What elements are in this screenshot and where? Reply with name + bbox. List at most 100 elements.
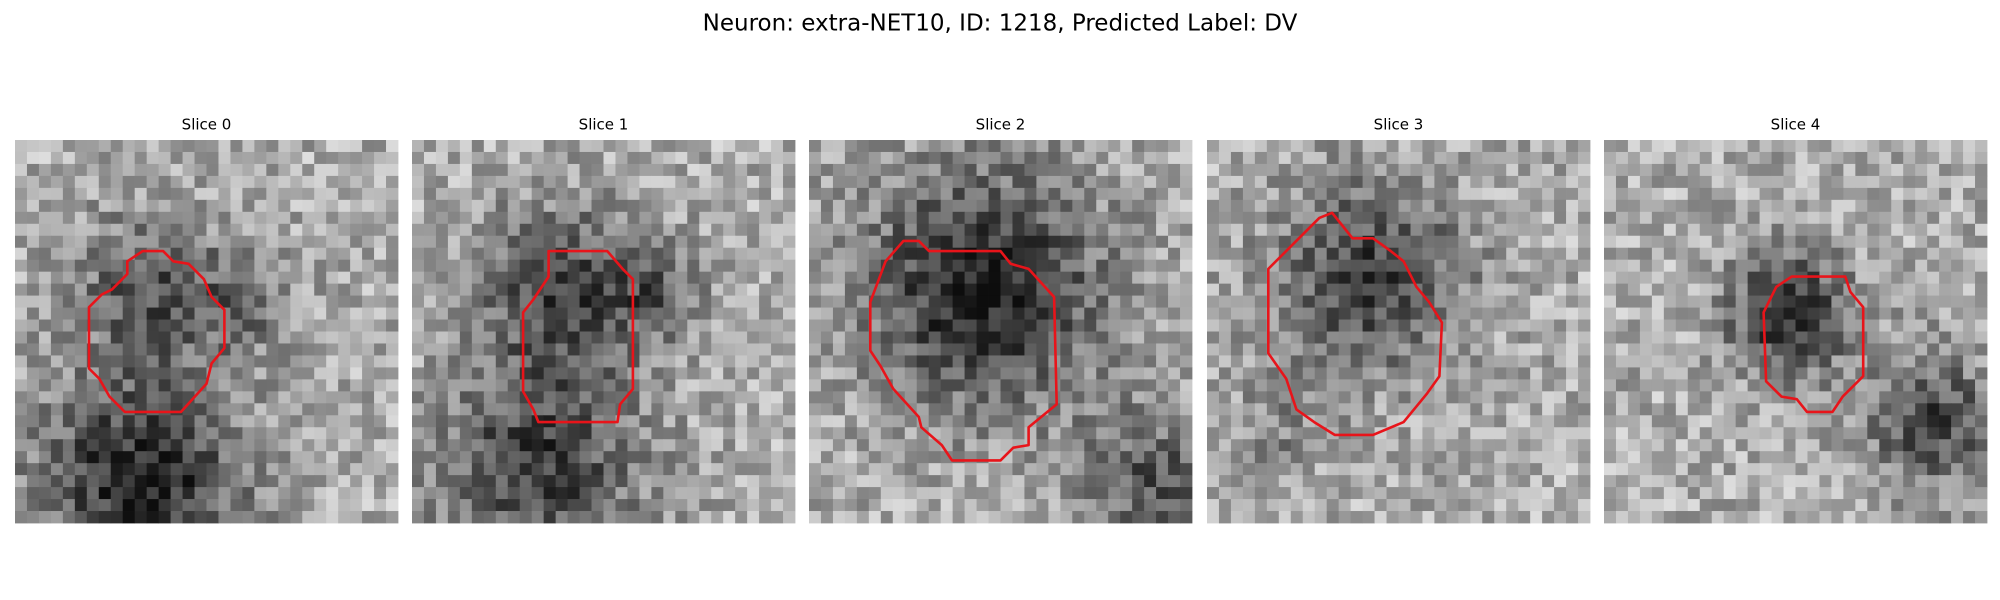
pixel xyxy=(651,475,664,488)
pixel xyxy=(1072,187,1085,201)
pixel xyxy=(110,487,124,500)
pixel xyxy=(471,511,485,524)
pixel xyxy=(1374,367,1387,380)
pixel xyxy=(50,403,64,416)
pixel xyxy=(904,199,918,213)
pixel xyxy=(1879,391,1892,404)
pixel xyxy=(290,499,303,512)
pixel xyxy=(1867,367,1880,380)
pixel xyxy=(988,511,1001,524)
pixel xyxy=(1168,343,1181,356)
pixel xyxy=(1012,211,1025,225)
pixel xyxy=(1831,427,1844,440)
pixel xyxy=(723,427,736,440)
pixel xyxy=(194,487,207,500)
pixel xyxy=(423,487,437,500)
pixel xyxy=(1434,259,1447,273)
pixel xyxy=(1096,175,1109,189)
pixel xyxy=(1891,211,1904,225)
pixel xyxy=(1470,247,1483,261)
pixel xyxy=(1230,247,1244,261)
pixel xyxy=(1326,247,1340,261)
pixel xyxy=(735,140,748,153)
pixel xyxy=(1434,211,1447,225)
pixel xyxy=(771,331,784,344)
pixel xyxy=(122,391,136,404)
pixel xyxy=(1482,283,1495,296)
pixel xyxy=(242,367,255,380)
pixel xyxy=(350,463,363,476)
pixel xyxy=(435,211,449,225)
pixel xyxy=(338,319,351,332)
pixel xyxy=(1168,451,1181,464)
pixel xyxy=(1807,451,1820,464)
pixel xyxy=(964,403,977,416)
pixel xyxy=(892,403,906,416)
pixel xyxy=(218,427,231,440)
pixel xyxy=(663,151,676,165)
pixel xyxy=(1843,415,1856,428)
pixel xyxy=(1747,463,1760,476)
pixel xyxy=(1230,379,1244,392)
pixel xyxy=(1711,343,1725,356)
pixel xyxy=(158,163,171,177)
pixel xyxy=(916,451,930,464)
pixel xyxy=(1494,451,1507,464)
pixel xyxy=(290,247,303,261)
pixel xyxy=(832,283,846,296)
pixel xyxy=(952,283,965,296)
pixel xyxy=(170,367,183,380)
pixel xyxy=(1338,140,1352,153)
pixel xyxy=(1096,391,1109,404)
pixel xyxy=(1578,151,1591,165)
pixel xyxy=(1578,439,1591,452)
pixel xyxy=(1482,511,1495,524)
pixel xyxy=(146,391,160,404)
pixel xyxy=(1218,307,1232,320)
pixel xyxy=(134,367,148,380)
pixel xyxy=(1975,427,1988,440)
pixel xyxy=(844,499,858,512)
pixel xyxy=(1207,271,1220,285)
pixel xyxy=(146,175,160,189)
pixel xyxy=(122,415,136,428)
pixel xyxy=(122,163,136,177)
pixel xyxy=(916,343,930,356)
pixel xyxy=(1132,439,1145,452)
pixel xyxy=(687,199,700,213)
pixel xyxy=(1084,511,1097,524)
pixel xyxy=(1542,259,1555,273)
pixel xyxy=(1795,343,1808,356)
pixel xyxy=(1362,355,1375,368)
pixel xyxy=(543,355,557,368)
pixel xyxy=(1843,403,1856,416)
pixel xyxy=(86,140,100,153)
pixel xyxy=(1072,487,1085,500)
pixel xyxy=(1542,499,1555,512)
pixel xyxy=(579,259,592,273)
pixel xyxy=(350,259,363,273)
pixel xyxy=(314,511,327,524)
pixel xyxy=(711,475,724,488)
pixel xyxy=(158,415,171,428)
pixel xyxy=(412,283,425,296)
pixel xyxy=(1783,187,1796,201)
pixel xyxy=(86,271,100,285)
pixel xyxy=(771,187,784,201)
pixel xyxy=(699,487,712,500)
pixel xyxy=(1024,499,1037,512)
pixel xyxy=(1266,140,1280,153)
pixel xyxy=(747,415,760,428)
pixel xyxy=(1578,271,1591,285)
pixel xyxy=(386,283,399,296)
pixel xyxy=(832,427,846,440)
pixel xyxy=(1242,451,1256,464)
pixel xyxy=(675,367,688,380)
pixel xyxy=(904,271,918,285)
pixel xyxy=(809,199,822,213)
pixel xyxy=(1687,151,1701,165)
pixel xyxy=(1048,151,1061,165)
pixel xyxy=(1326,475,1340,488)
pixel xyxy=(1012,319,1025,332)
pixel xyxy=(1771,307,1784,320)
